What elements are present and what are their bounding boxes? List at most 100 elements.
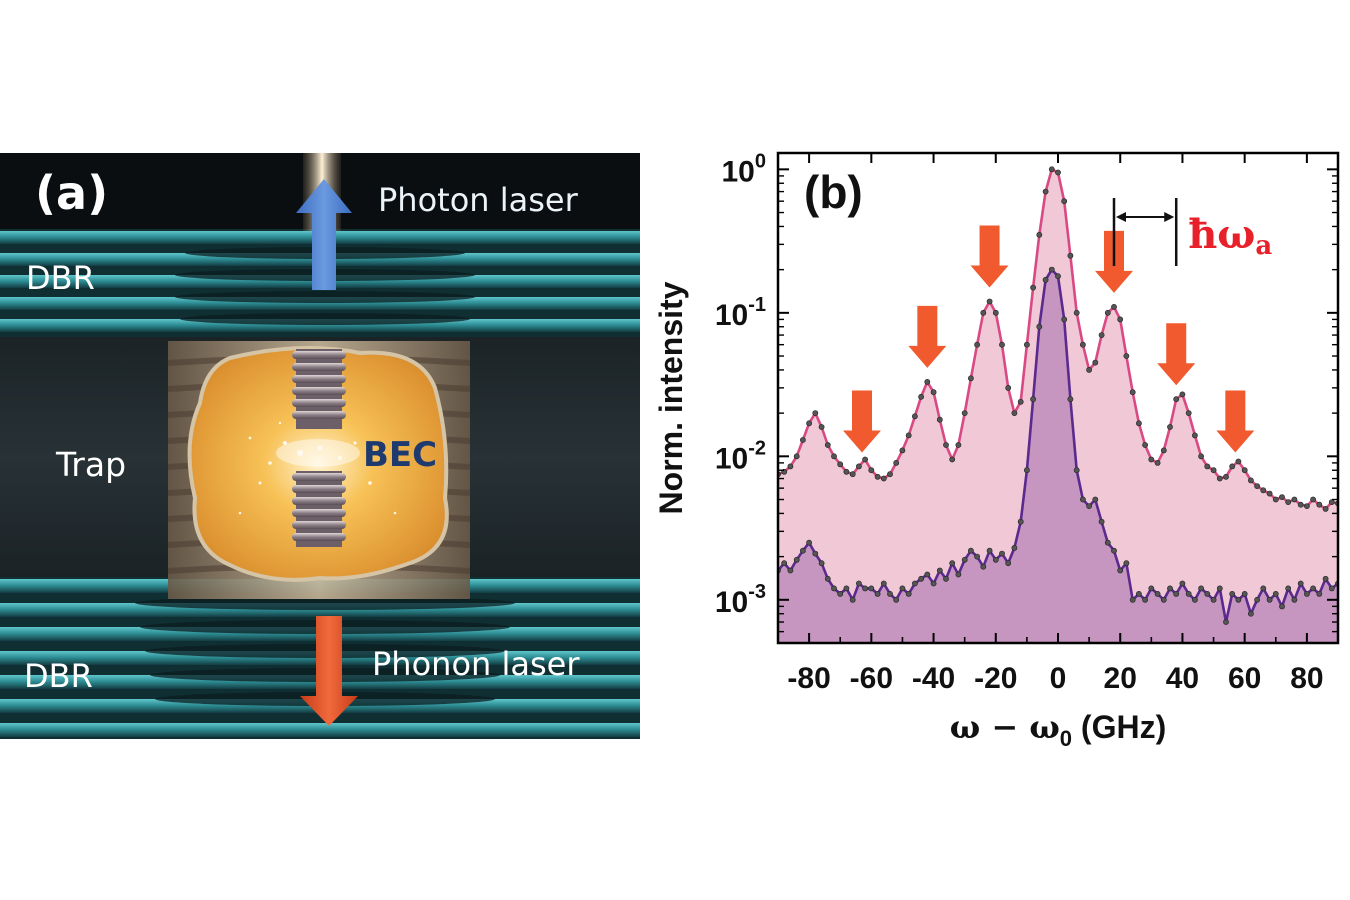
series-0-point	[787, 463, 794, 470]
series-0-point	[1104, 309, 1111, 316]
series-0-point	[1241, 467, 1248, 474]
series-0-point	[1135, 420, 1142, 427]
series-1-point	[1154, 590, 1161, 597]
bec-label: BEC	[363, 435, 437, 475]
series-0-point	[930, 389, 937, 396]
series-1-point	[980, 563, 987, 570]
series-0-point	[1123, 353, 1130, 359]
series-1-point	[905, 590, 912, 597]
series-0-point	[980, 309, 987, 316]
sideband-spacing-annotation: ħωa	[1112, 198, 1272, 266]
series-1-point	[1254, 596, 1260, 603]
series-1-point	[1005, 560, 1012, 567]
series-0-point	[924, 378, 931, 385]
series-1-point	[1017, 518, 1024, 525]
series-1-point	[1142, 596, 1148, 603]
series-0-point	[855, 463, 862, 470]
series-0-point	[887, 471, 893, 478]
sideband-arrow	[1157, 323, 1196, 386]
series-0-point	[1129, 389, 1136, 396]
series-1-point	[862, 585, 868, 592]
x-tick-label: -80	[787, 662, 830, 695]
series-0-point	[1328, 499, 1335, 505]
series-1-point	[1167, 585, 1173, 592]
series-0-point	[967, 375, 974, 382]
spectrum-chart: ħωa -80 -60 -40 -20 0 20 40 60 80 100 10-1 10-2 10-3…	[653, 150, 1340, 751]
series-1-point	[1117, 567, 1124, 574]
series-0-point	[880, 475, 887, 482]
x-tick-label: 60	[1228, 662, 1261, 695]
series-0-point	[874, 473, 881, 480]
y-axis-label: Norm. intensity	[653, 281, 689, 514]
series-0-point	[1030, 284, 1036, 291]
series-0-point	[1310, 496, 1316, 503]
series-1-point	[1322, 575, 1329, 582]
series-0-point	[893, 459, 900, 466]
series-0-point	[1291, 496, 1298, 503]
series-0-point	[1042, 188, 1049, 195]
panel-a-label: (a)	[35, 166, 108, 220]
x-tick-label: -40	[912, 662, 955, 695]
series-1-point	[1272, 590, 1279, 597]
series-0-point	[1204, 463, 1211, 470]
series-0-point	[986, 298, 993, 305]
series-0-point	[1304, 503, 1310, 509]
series-0-point	[1017, 398, 1024, 405]
x-tick-label: 40	[1166, 662, 1199, 695]
series-1-point	[1011, 544, 1018, 551]
series-1-point	[787, 567, 794, 574]
series-0-point	[1254, 483, 1260, 489]
series-1-point	[1235, 596, 1242, 603]
y-tick-label: 10-1	[715, 294, 766, 332]
y-tick-label: 100	[722, 150, 767, 188]
series-1-point	[799, 547, 806, 554]
series-0-point	[1192, 432, 1198, 439]
series-1-point	[1248, 610, 1254, 617]
series-1-point	[855, 580, 862, 587]
dbr-top-label: DBR	[26, 259, 95, 297]
series-0-point	[1279, 494, 1285, 500]
series-1-point	[887, 590, 893, 597]
series-0-point	[1210, 467, 1217, 474]
series-1-point	[1229, 590, 1236, 597]
series-0-point	[1285, 499, 1292, 505]
series-0-point	[918, 393, 924, 400]
series-0-point	[1223, 473, 1229, 480]
series-0-point	[974, 341, 980, 348]
sideband-arrow	[1216, 390, 1255, 453]
series-0-point	[899, 447, 906, 454]
series-0-point	[1048, 166, 1055, 173]
series-0-point	[1023, 341, 1030, 348]
series-0-point	[1266, 490, 1273, 497]
lower-coil-stack	[292, 471, 346, 547]
series-1-point	[930, 580, 937, 587]
series-0-point	[999, 341, 1005, 348]
series-1-point	[1092, 496, 1099, 503]
sideband-arrow	[970, 225, 1009, 288]
series-1-point	[1098, 518, 1105, 525]
series-1-point	[806, 539, 812, 546]
series-1-fill	[778, 269, 1338, 643]
series-0-point	[1061, 198, 1068, 205]
series-0-point	[949, 456, 956, 463]
photon-laser-arrow	[296, 179, 352, 290]
series-0-point	[1086, 366, 1092, 373]
series-1-point	[1129, 596, 1136, 603]
series-0-point	[1117, 316, 1124, 323]
series-0-point	[862, 456, 868, 463]
series-0-point	[812, 410, 819, 416]
series-1-point	[1204, 590, 1211, 597]
series-1-point	[1241, 590, 1248, 597]
series-0-point	[1185, 410, 1192, 416]
x-axis-label: ω − ω0 (GHz)	[950, 708, 1166, 751]
series-1-point	[974, 553, 980, 560]
series-0-point	[1272, 496, 1279, 503]
series-0-point	[1055, 169, 1061, 176]
series-1-point	[1073, 467, 1080, 474]
series-1-point	[1055, 273, 1061, 280]
series-1-point	[1216, 585, 1223, 592]
series-0-point	[1198, 453, 1204, 460]
series-0-point	[843, 468, 850, 475]
series-1-point	[812, 550, 819, 557]
x-tick-label: 0	[1050, 662, 1067, 695]
